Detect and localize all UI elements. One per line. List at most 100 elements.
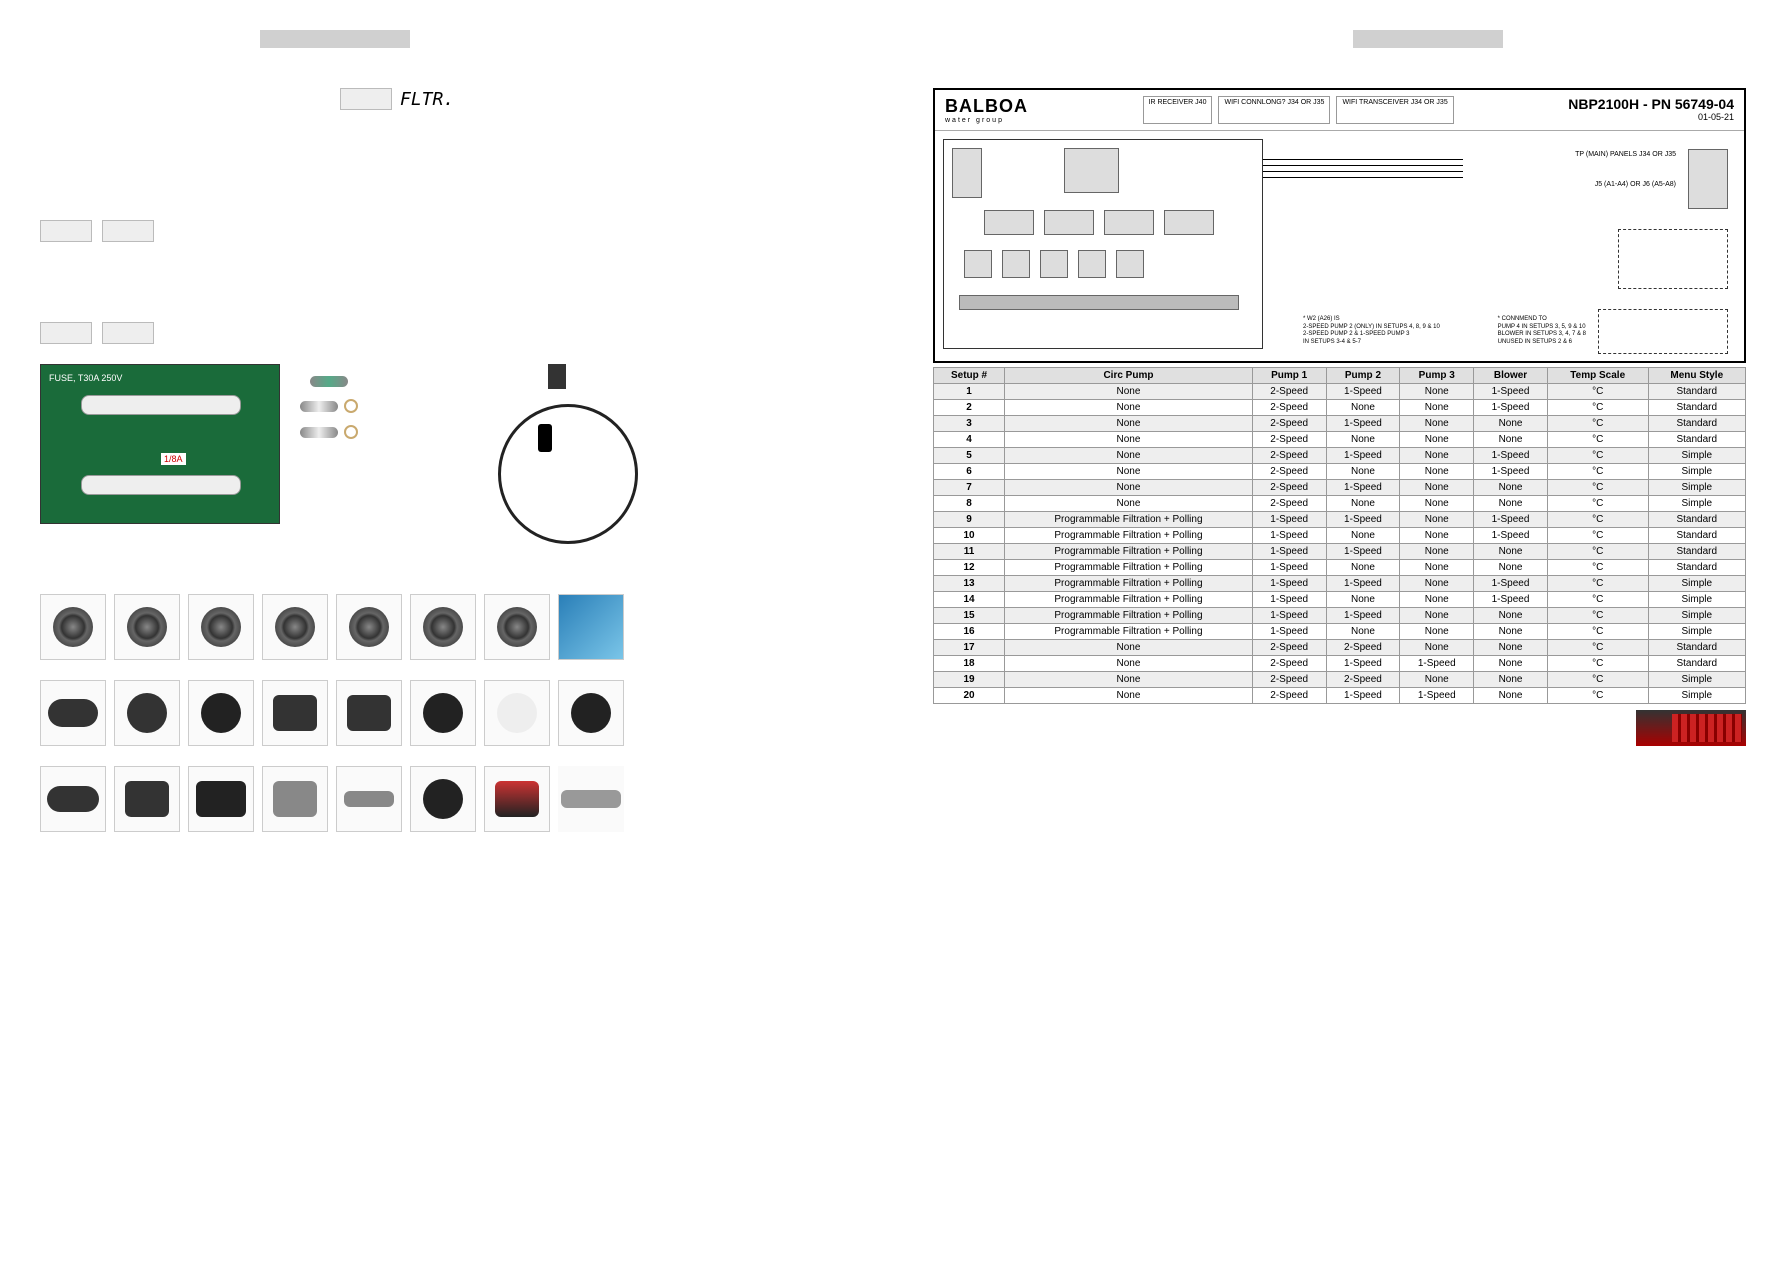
table-cell: None <box>1005 416 1253 432</box>
table-cell: 2-Speed <box>1326 640 1400 656</box>
table-cell: None <box>1400 496 1474 512</box>
control-pack-icon <box>262 766 328 832</box>
light-icon <box>484 680 550 746</box>
table-cell: °C <box>1547 592 1648 608</box>
table-cell: 11 <box>934 544 1005 560</box>
table-cell: Programmable Filtration + Polling <box>1005 560 1253 576</box>
table-cell: °C <box>1547 496 1648 512</box>
button-placeholder <box>40 322 92 344</box>
left-page: FLTR. FUSE, T30A 250V 1/8A <box>0 0 893 1263</box>
table-cell: 1-Speed <box>1400 656 1474 672</box>
fuse-label: FUSE, T30A 250V <box>49 373 122 383</box>
hdr-box: IR RECEIVER J40 <box>1143 96 1213 124</box>
valve-icon <box>188 680 254 746</box>
table-row: 1None2-Speed1-SpeedNone1-Speed°CStandard <box>934 384 1746 400</box>
table-cell: 2-Speed <box>1252 688 1326 704</box>
pump-icon <box>114 766 180 832</box>
table-cell: None <box>1400 672 1474 688</box>
table-cell: 1-Speed <box>1474 592 1548 608</box>
table-row: 13Programmable Filtration + Polling1-Spe… <box>934 576 1746 592</box>
table-cell: None <box>1005 448 1253 464</box>
table-cell: Programmable Filtration + Polling <box>1005 608 1253 624</box>
table-cell: Standard <box>1648 432 1745 448</box>
table-cell: 1-Speed <box>1252 576 1326 592</box>
table-cell: 1-Speed <box>1326 608 1400 624</box>
table-cell: None <box>1400 640 1474 656</box>
table-row: 16Programmable Filtration + Polling1-Spe… <box>934 624 1746 640</box>
circuit-board-photo: FUSE, T30A 250V 1/8A <box>40 364 280 524</box>
table-row: 19None2-Speed2-SpeedNoneNone°CSimple <box>934 672 1746 688</box>
table-cell: None <box>1400 400 1474 416</box>
table-cell: 1-Speed <box>1474 400 1548 416</box>
table-cell: None <box>1474 656 1548 672</box>
table-cell: Simple <box>1648 480 1745 496</box>
jet-icon <box>40 594 106 660</box>
table-cell: 10 <box>934 528 1005 544</box>
table-cell: None <box>1400 512 1474 528</box>
jet-icon <box>484 594 550 660</box>
topside-icon <box>410 766 476 832</box>
table-cell: 1-Speed <box>1326 480 1400 496</box>
table-cell: 7 <box>934 480 1005 496</box>
table-cell: Programmable Filtration + Polling <box>1005 592 1253 608</box>
parts-grid-2 <box>40 680 660 746</box>
table-cell: 2-Speed <box>1326 672 1400 688</box>
table-cell: None <box>1400 608 1474 624</box>
table-cell: Standard <box>1648 560 1745 576</box>
schematic-area: TP (MAIN) PANELS J34 OR J35 J5 (A1-A4) O… <box>935 131 1744 361</box>
table-cell: None <box>1326 432 1400 448</box>
table-cell: Simple <box>1648 448 1745 464</box>
wire-area: TP (MAIN) PANELS J34 OR J35 J5 (A1-A4) O… <box>1263 139 1736 353</box>
table-cell: None <box>1326 496 1400 512</box>
wiring-diagram: BALBOA water group IR RECEIVER J40 WIFI … <box>933 88 1746 363</box>
table-cell: None <box>1400 384 1474 400</box>
table-cell: 1-Speed <box>1474 576 1548 592</box>
table-cell: None <box>1400 464 1474 480</box>
table-cell: None <box>1326 592 1400 608</box>
table-cell: 1-Speed <box>1474 512 1548 528</box>
table-cell: 20 <box>934 688 1005 704</box>
table-cell: None <box>1474 672 1548 688</box>
table-cell: None <box>1474 640 1548 656</box>
jet-icon <box>188 594 254 660</box>
table-row: 14Programmable Filtration + Polling1-Spe… <box>934 592 1746 608</box>
fltr-label: FLTR. <box>400 89 454 110</box>
table-cell: None <box>1005 640 1253 656</box>
pillow-icon <box>40 680 106 746</box>
table-cell: 15 <box>934 608 1005 624</box>
table-cell: None <box>1474 560 1548 576</box>
heater-icon <box>336 766 402 832</box>
diverter-icon <box>262 680 328 746</box>
table-cell: 1 <box>934 384 1005 400</box>
table-cell: 1-Speed <box>1326 448 1400 464</box>
table-cell: Standard <box>1648 384 1745 400</box>
table-cell: °C <box>1547 624 1648 640</box>
photo-row-fuses: FUSE, T30A 250V 1/8A <box>40 364 853 564</box>
table-cell: Standard <box>1648 512 1745 528</box>
table-cell: 1-Speed <box>1252 544 1326 560</box>
diagram-header: BALBOA water group IR RECEIVER J40 WIFI … <box>935 90 1744 131</box>
diverter-icon <box>336 680 402 746</box>
table-row: 11Programmable Filtration + Polling1-Spe… <box>934 544 1746 560</box>
table-cell: 18 <box>934 656 1005 672</box>
fuse-icon <box>300 401 338 412</box>
table-header-cell: Pump 3 <box>1400 368 1474 384</box>
dip-switch-photo <box>1636 710 1746 746</box>
schematic-notes: * W2 (A26) IS 2-SPEED PUMP 2 (ONLY) IN S… <box>1303 316 1440 347</box>
table-cell: 2-Speed <box>1252 496 1326 512</box>
table-cell: Standard <box>1648 528 1745 544</box>
table-cell: Simple <box>1648 688 1745 704</box>
right-page: BALBOA water group IR RECEIVER J40 WIFI … <box>893 0 1786 1263</box>
table-cell: 4 <box>934 432 1005 448</box>
button-group-2 <box>40 322 853 344</box>
table-cell: Programmable Filtration + Polling <box>1005 512 1253 528</box>
amp-label: 1/8A <box>161 453 186 465</box>
table-cell: None <box>1400 480 1474 496</box>
table-row: 17None2-Speed2-SpeedNoneNone°CStandard <box>934 640 1746 656</box>
table-cell: 16 <box>934 624 1005 640</box>
table-header-cell: Blower <box>1474 368 1548 384</box>
table-row: 12Programmable Filtration + Polling1-Spe… <box>934 560 1746 576</box>
table-cell: Programmable Filtration + Polling <box>1005 528 1253 544</box>
button-placeholder <box>102 322 154 344</box>
table-cell: °C <box>1547 464 1648 480</box>
